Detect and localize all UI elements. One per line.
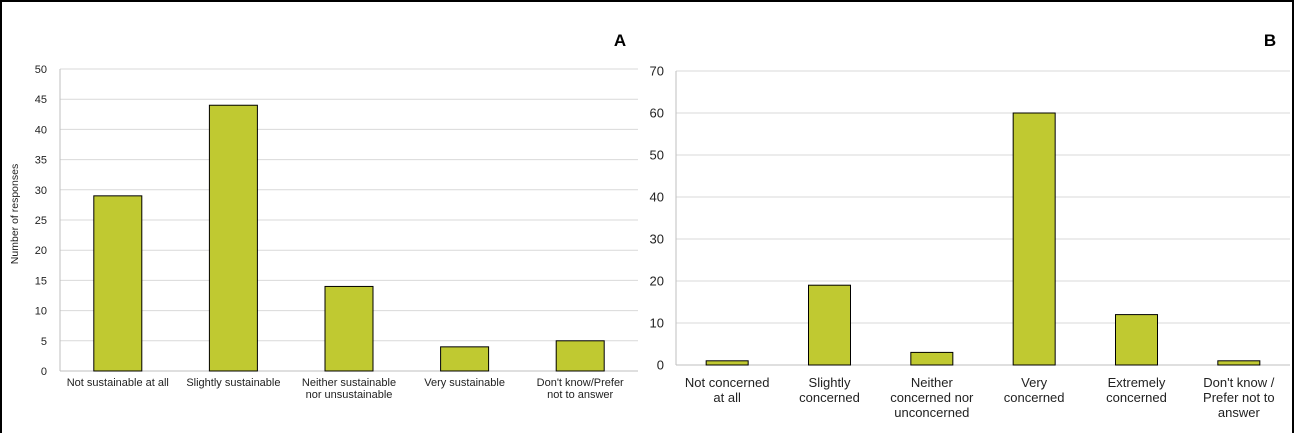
x-category-label: concerned	[1004, 390, 1065, 405]
y-tick-label: 50	[650, 148, 664, 163]
y-tick-label: 15	[35, 275, 47, 287]
x-category-label: nor unsustainable	[306, 389, 393, 401]
x-category-label: unconcerned	[894, 405, 969, 420]
y-tick-label: 40	[650, 190, 664, 205]
y-tick-label: 45	[35, 94, 47, 106]
x-category-label: Don't know/Prefer	[537, 377, 624, 389]
x-category-label: Extremely	[1108, 375, 1166, 390]
bar	[910, 351, 954, 366]
bar	[1115, 314, 1158, 366]
bar	[555, 340, 605, 372]
y-tick-label: 20	[35, 245, 47, 257]
x-category-label: Neither sustainable	[302, 377, 396, 389]
bar	[324, 285, 374, 372]
x-category-label: at all	[713, 390, 741, 405]
x-category-label: Slightly sustainable	[186, 377, 280, 389]
bar	[1217, 360, 1261, 366]
x-category-label: Slightly	[809, 375, 851, 390]
y-tick-label: 60	[650, 106, 664, 121]
x-category-label: Not concerned	[685, 375, 770, 390]
y-tick-label: 25	[35, 215, 47, 227]
bar	[1012, 112, 1056, 366]
bar	[208, 104, 258, 372]
panel-label: B	[1264, 31, 1276, 50]
x-category-label: concerned nor	[890, 390, 974, 405]
y-axis-title: Number of responses	[9, 164, 21, 264]
x-category-label: answer	[1218, 405, 1261, 420]
panel-label: A	[614, 31, 626, 50]
chart-a: 0 5 10 15 20 25 30 35 40 45 50 Not sustainable at a…	[9, 31, 638, 401]
x-category-label: Not sustainable at all	[67, 377, 169, 389]
y-tick-label: 40	[35, 124, 47, 136]
y-tick-label: 35	[35, 155, 47, 167]
bar	[808, 284, 851, 366]
bar	[440, 346, 490, 372]
y-tick-label: 20	[650, 274, 664, 289]
x-category-label: Prefer not to	[1203, 390, 1275, 405]
x-category-label: Very	[1021, 375, 1048, 390]
y-tick-label: 10	[35, 306, 47, 318]
x-category-label: Very sustainable	[424, 377, 505, 389]
x-category-label: Neither	[911, 375, 954, 390]
y-tick-label: 50	[35, 64, 47, 76]
x-category-label: concerned	[799, 390, 860, 405]
y-tick-label: 30	[35, 185, 47, 197]
bar	[705, 360, 749, 366]
x-category-label: not to answer	[547, 389, 613, 401]
x-category-label: Don't know /	[1203, 375, 1275, 390]
y-tick-label: 0	[657, 358, 664, 373]
y-tick-label: 0	[41, 366, 47, 378]
bar	[93, 195, 143, 372]
y-tick-label: 5	[41, 336, 47, 348]
y-tick-label: 10	[650, 316, 664, 331]
y-tick-label: 30	[650, 232, 664, 247]
y-tick-label: 70	[650, 64, 664, 79]
x-category-label: concerned	[1106, 390, 1167, 405]
